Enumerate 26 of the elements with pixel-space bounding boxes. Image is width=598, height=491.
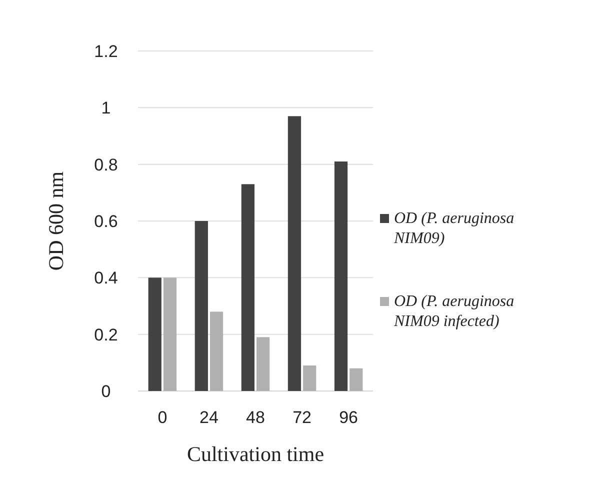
x-tick-label: 24 (200, 408, 218, 427)
y-tick-label: 0.6 (94, 212, 118, 231)
y-axis-title: OD 600 nm (44, 171, 68, 271)
y-tick-label: 1.2 (94, 42, 118, 61)
bar (256, 337, 270, 391)
y-tick-label: 0.4 (94, 268, 118, 288)
bar (148, 278, 162, 391)
y-tick-label: 0 (101, 382, 111, 401)
legend-label: OD (P. aeruginosa NIM09) (393, 210, 514, 247)
x-tick-label: 48 (246, 408, 265, 427)
x-axis-title: Cultivation time (186, 442, 324, 466)
bar (288, 116, 302, 391)
legend-label: OD (P. aeruginosa NIM09 infected) (393, 293, 514, 330)
x-tick-label: 96 (339, 408, 358, 427)
bar (303, 366, 316, 391)
bar (163, 278, 177, 391)
x-tick-label: 0 (158, 408, 168, 427)
bar (210, 312, 224, 391)
y-tick-label: 0.8 (94, 155, 118, 174)
bar (241, 184, 254, 391)
y-tick-label: 0.2 (94, 325, 118, 344)
bar (334, 162, 348, 391)
bar (350, 368, 363, 391)
y-tick-label: 1 (101, 98, 111, 118)
x-tick-label: 72 (292, 408, 312, 427)
bar (194, 221, 208, 391)
